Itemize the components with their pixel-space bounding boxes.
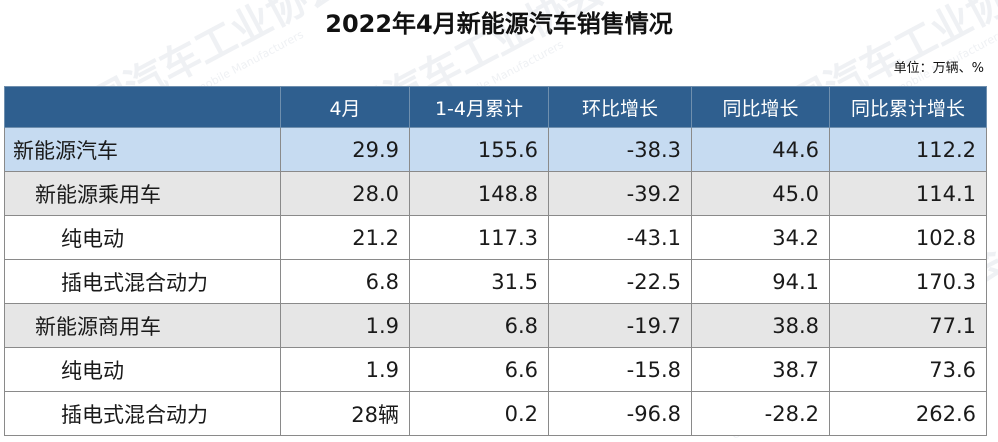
column-header-mom-growth: 环比增长 <box>548 86 692 128</box>
row-label: 插电式混合动力 <box>4 259 281 304</box>
row-label: 插电式混合动力 <box>4 391 281 436</box>
table-cell: -43.1 <box>548 215 692 260</box>
table-cell: 102.8 <box>829 215 987 260</box>
table-header-row: 4月 1-4月累计 环比增长 同比增长 同比累计增长 <box>4 86 987 128</box>
row-label: 纯电动 <box>4 347 281 392</box>
table-cell: -28.2 <box>691 391 830 436</box>
unit-label: 单位：万辆、% <box>893 61 984 76</box>
column-header-category <box>4 86 281 128</box>
table-row: 新能源乘用车 28.0 148.8 -39.2 45.0 114.1 <box>4 171 987 216</box>
table-cell: 0.2 <box>409 391 549 436</box>
column-header-cumulative: 1-4月累计 <box>409 86 549 128</box>
table-cell: 1.9 <box>280 303 410 348</box>
table-row: 新能源商用车 1.9 6.8 -19.7 38.8 77.1 <box>4 303 987 348</box>
table-cell: -39.2 <box>548 171 692 216</box>
row-label: 新能源商用车 <box>4 303 281 348</box>
row-label: 纯电动 <box>4 215 281 260</box>
table-row: 插电式混合动力 28辆 0.2 -96.8 -28.2 262.6 <box>4 391 987 436</box>
table-cell: 73.6 <box>829 347 987 392</box>
table-cell: 45.0 <box>691 171 830 216</box>
row-label: 新能源乘用车 <box>4 171 281 216</box>
row-label: 新能源汽车 <box>4 127 281 172</box>
table-cell: 34.2 <box>691 215 830 260</box>
table-cell: 112.2 <box>829 127 987 172</box>
page-title: 2022年4月新能源汽车销售情况 <box>325 10 673 38</box>
table-cell: 94.1 <box>691 259 830 304</box>
table-cell: -96.8 <box>548 391 692 436</box>
table-row: 纯电动 1.9 6.6 -15.8 38.7 73.6 <box>4 347 987 392</box>
table-cell: 6.8 <box>280 259 410 304</box>
table-row: 插电式混合动力 6.8 31.5 -22.5 94.1 170.3 <box>4 259 987 304</box>
table-cell: -15.8 <box>548 347 692 392</box>
table-row: 纯电动 21.2 117.3 -43.1 34.2 102.8 <box>4 215 987 260</box>
table-cell: 29.9 <box>280 127 410 172</box>
table-cell: 262.6 <box>829 391 987 436</box>
table-cell: 170.3 <box>829 259 987 304</box>
table-cell: -38.3 <box>548 127 692 172</box>
table-cell: -22.5 <box>548 259 692 304</box>
table-cell: 117.3 <box>409 215 549 260</box>
table-cell: 21.2 <box>280 215 410 260</box>
column-header-yoy-cumulative-growth: 同比累计增长 <box>829 86 987 128</box>
table-cell: 44.6 <box>691 127 830 172</box>
table-cell: 6.6 <box>409 347 549 392</box>
table-cell: 28.0 <box>280 171 410 216</box>
table-cell: 114.1 <box>829 171 987 216</box>
column-header-yoy-growth: 同比增长 <box>691 86 830 128</box>
table-cell: 31.5 <box>409 259 549 304</box>
table-row: 新能源汽车 29.9 155.6 -38.3 44.6 112.2 <box>4 127 987 172</box>
table-cell: 6.8 <box>409 303 549 348</box>
table-cell: 1.9 <box>280 347 410 392</box>
sales-table: 4月 1-4月累计 环比增长 同比增长 同比累计增长 新能源汽车 29.9 155.… <box>4 86 987 436</box>
table-cell: 77.1 <box>829 303 987 348</box>
table-cell: 28辆 <box>280 391 410 436</box>
table-cell: 38.7 <box>691 347 830 392</box>
table-cell: -19.7 <box>548 303 692 348</box>
table-cell: 155.6 <box>409 127 549 172</box>
column-header-month: 4月 <box>280 86 410 128</box>
table-cell: 38.8 <box>691 303 830 348</box>
table-cell: 148.8 <box>409 171 549 216</box>
